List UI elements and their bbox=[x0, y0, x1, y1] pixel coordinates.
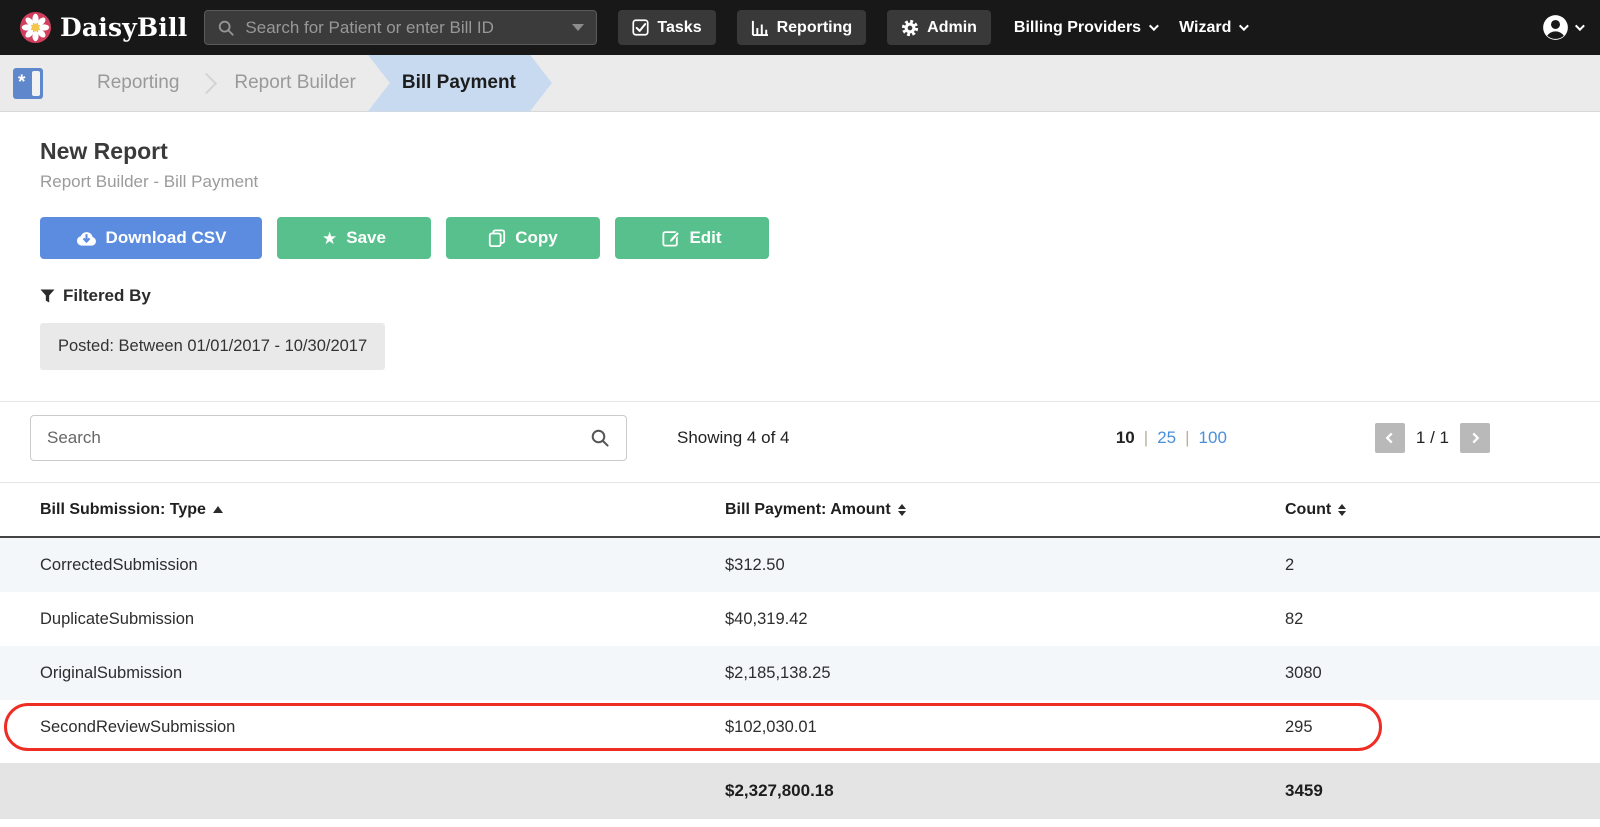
table-search-input[interactable] bbox=[47, 428, 580, 448]
wizard-menu[interactable]: Wizard bbox=[1179, 18, 1250, 37]
billing-providers-label: Billing Providers bbox=[1013, 18, 1142, 36]
table-header-row: Bill Submission: Type Bill Payment: Amou… bbox=[0, 483, 1600, 538]
report-note-icon[interactable]: * bbox=[13, 67, 43, 99]
table-row[interactable]: DuplicateSubmission $40,319.42 82 bbox=[40, 609, 1304, 628]
table-toolbar: Showing 4 of 4 10 | 25 | 100 1 / 1 bbox=[30, 402, 1570, 482]
tasks-label: Tasks bbox=[657, 18, 702, 36]
column-header-type[interactable]: Bill Submission: Type bbox=[40, 501, 725, 519]
breadcrumb: * Reporting Report Builder Bill Payment bbox=[0, 55, 1600, 112]
breadcrumb-report-builder[interactable]: Report Builder bbox=[234, 72, 356, 93]
total-amount: $2,327,800.18 bbox=[725, 781, 834, 800]
table-search[interactable] bbox=[30, 415, 627, 461]
chevron-right-icon bbox=[196, 72, 218, 94]
global-search-input[interactable] bbox=[245, 17, 563, 38]
admin-button[interactable]: Admin bbox=[887, 10, 991, 45]
chevron-right-icon bbox=[1472, 432, 1480, 444]
search-icon bbox=[219, 20, 235, 36]
breadcrumb-bill-payment[interactable]: Bill Payment bbox=[368, 55, 552, 112]
admin-label: Admin bbox=[927, 18, 977, 36]
copy-label: Copy bbox=[515, 228, 558, 247]
chevron-down-icon bbox=[1574, 21, 1585, 32]
action-buttons: Download CSV ★ Save Copy Edit bbox=[40, 217, 1570, 259]
total-count: 3459 bbox=[1285, 781, 1323, 800]
save-button[interactable]: ★ Save bbox=[277, 217, 431, 259]
user-icon bbox=[1543, 15, 1568, 40]
download-csv-button[interactable]: Download CSV bbox=[40, 217, 262, 259]
cloud-download-icon bbox=[76, 231, 96, 246]
bar-chart-icon bbox=[751, 20, 768, 36]
filter-funnel-icon bbox=[40, 289, 55, 303]
main-content: New Report Report Builder - Bill Payment… bbox=[0, 112, 1600, 819]
column-header-count[interactable]: Count bbox=[1285, 501, 1590, 519]
previous-page-button[interactable] bbox=[1374, 423, 1405, 453]
gear-icon bbox=[902, 19, 919, 36]
page-size-selector: 10 | 25 | 100 bbox=[1115, 428, 1227, 447]
sort-icon bbox=[897, 503, 906, 516]
reporting-button[interactable]: Reporting bbox=[736, 10, 867, 45]
pagination: 1 / 1 bbox=[1374, 423, 1490, 453]
reporting-label: Reporting bbox=[776, 18, 853, 36]
showing-count: Showing 4 of 4 bbox=[677, 428, 790, 447]
table-row[interactable]: CorrectedSubmission $312.50 2 bbox=[0, 538, 1600, 592]
daisy-flower-icon bbox=[20, 12, 51, 43]
column-header-amount[interactable]: Bill Payment: Amount bbox=[725, 501, 1285, 519]
page-size-10[interactable]: 10 bbox=[1115, 428, 1135, 447]
star-icon: ★ bbox=[322, 228, 338, 248]
wizard-label: Wizard bbox=[1179, 18, 1232, 36]
page-size-100[interactable]: 100 bbox=[1198, 428, 1227, 447]
save-label: Save bbox=[346, 228, 386, 247]
download-csv-label: Download CSV bbox=[105, 228, 227, 247]
tasks-checkbox-icon bbox=[632, 19, 649, 36]
filter-chip-posted: Posted: Between 01/01/2017 - 10/30/2017 bbox=[40, 323, 386, 370]
table-row[interactable]: OriginalSubmission $2,185,138.25 3080 bbox=[0, 646, 1600, 700]
chevron-down-icon bbox=[1239, 21, 1250, 32]
page-indicator: 1 / 1 bbox=[1415, 428, 1449, 447]
chevron-down-icon bbox=[1149, 21, 1159, 32]
page-subtitle: Report Builder - Bill Payment bbox=[40, 172, 259, 191]
sort-ascending-icon bbox=[212, 506, 223, 513]
table-row-highlighted[interactable]: SecondReviewSubmission $102,030.01 295 bbox=[0, 700, 1600, 754]
tasks-button[interactable]: Tasks bbox=[618, 10, 716, 45]
billing-providers-menu[interactable]: Billing Providers bbox=[1013, 18, 1159, 37]
copy-icon bbox=[489, 229, 506, 247]
chevron-left-icon bbox=[1385, 432, 1393, 444]
page-size-25[interactable]: 25 bbox=[1157, 428, 1177, 447]
filtered-by-heading: Filtered By bbox=[40, 286, 1570, 306]
logo-text: DaisyBill bbox=[60, 13, 188, 42]
section-divider bbox=[0, 401, 1600, 402]
next-page-button[interactable] bbox=[1460, 423, 1490, 453]
table-totals-row: $2,327,800.18 3459 bbox=[0, 763, 1600, 819]
edit-label: Edit bbox=[689, 228, 722, 247]
daisybill-logo[interactable]: DaisyBill bbox=[20, 12, 187, 43]
sort-icon bbox=[1338, 503, 1347, 516]
page-title: New Report bbox=[40, 138, 168, 164]
user-account-menu[interactable] bbox=[1542, 14, 1585, 41]
results-table: Bill Submission: Type Bill Payment: Amou… bbox=[0, 482, 1600, 819]
search-icon bbox=[591, 429, 609, 447]
edit-button[interactable]: Edit bbox=[615, 217, 769, 259]
filtered-by-label: Filtered By bbox=[63, 286, 151, 305]
edit-pencil-icon bbox=[662, 230, 681, 247]
copy-button[interactable]: Copy bbox=[446, 217, 600, 259]
global-search[interactable] bbox=[204, 10, 598, 45]
breadcrumb-reporting[interactable]: Reporting bbox=[97, 72, 180, 93]
search-dropdown-caret-icon[interactable] bbox=[572, 24, 585, 31]
top-nav: DaisyBill Tasks Reporting Admin Billing … bbox=[0, 0, 1600, 55]
